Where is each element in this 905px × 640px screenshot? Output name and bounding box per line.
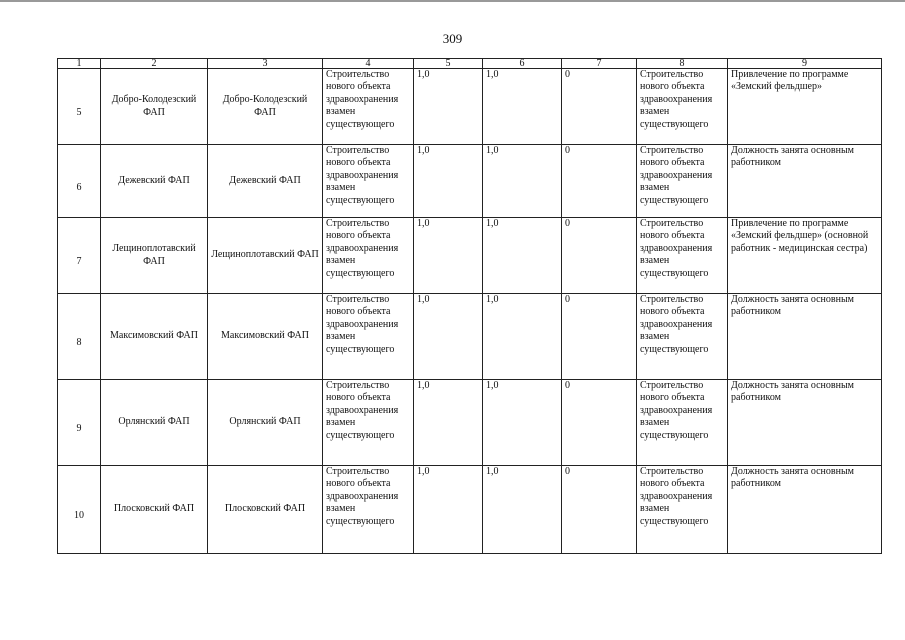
action: Строительство нового объекта здравоохран… bbox=[322, 379, 414, 466]
facility-name: Орлянский ФАП bbox=[100, 379, 208, 466]
row-number: 9 bbox=[57, 379, 101, 466]
col5-value: 1,0 bbox=[413, 217, 483, 294]
object-name: Дежевский ФАП bbox=[207, 144, 323, 218]
col9-note: Должность занята основным работником bbox=[727, 465, 882, 554]
object-name: Добро-Колодезский ФАП bbox=[207, 68, 323, 145]
table-row: 8 Максимовский ФАП Максимовский ФАП Строите… bbox=[57, 293, 882, 380]
object-name: Орлянский ФАП bbox=[207, 379, 323, 466]
row-number: 5 bbox=[57, 68, 101, 145]
col8-action: Строительство нового объекта здравоохран… bbox=[636, 217, 728, 294]
action: Строительство нового объекта здравоохран… bbox=[322, 465, 414, 554]
column-header: 7 bbox=[561, 58, 637, 69]
object-name: Лещиноплотавский ФАП bbox=[207, 217, 323, 294]
col7-value: 0 bbox=[561, 144, 637, 218]
col5-value: 1,0 bbox=[413, 465, 483, 554]
row-number: 10 bbox=[57, 465, 101, 554]
facilities-table: 1 2 3 4 5 6 7 8 9 5 Добро-Колодезский ФАП… bbox=[57, 58, 882, 554]
col6-value: 1,0 bbox=[482, 217, 562, 294]
col9-note: Должность занята основным работником bbox=[727, 379, 882, 466]
col8-action: Строительство нового объекта здравоохран… bbox=[636, 379, 728, 466]
column-header: 2 bbox=[100, 58, 208, 69]
table-row: 10 Плосковский ФАП Плосковский ФАП Строител… bbox=[57, 465, 882, 554]
facility-name: Максимовский ФАП bbox=[100, 293, 208, 380]
column-header: 6 bbox=[482, 58, 562, 69]
col7-value: 0 bbox=[561, 293, 637, 380]
facility-name: Добро-Колодезский ФАП bbox=[100, 68, 208, 145]
table-row: 9 Орлянский ФАП Орлянский ФАП Строительство… bbox=[57, 379, 882, 466]
col6-value: 1,0 bbox=[482, 68, 562, 145]
facility-name: Плосковский ФАП bbox=[100, 465, 208, 554]
col5-value: 1,0 bbox=[413, 379, 483, 466]
col7-value: 0 bbox=[561, 465, 637, 554]
action: Строительство нового объекта здравоохран… bbox=[322, 293, 414, 380]
object-name: Максимовский ФАП bbox=[207, 293, 323, 380]
facility-name: Дежевский ФАП bbox=[100, 144, 208, 218]
col6-value: 1,0 bbox=[482, 293, 562, 380]
column-header: 9 bbox=[727, 58, 882, 69]
action: Строительство нового объекта здравоохран… bbox=[322, 217, 414, 294]
column-header: 4 bbox=[322, 58, 414, 69]
col7-value: 0 bbox=[561, 217, 637, 294]
col8-action: Строительство нового объекта здравоохран… bbox=[636, 465, 728, 554]
scan-edge bbox=[0, 0, 905, 2]
col8-action: Строительство нового объекта здравоохран… bbox=[636, 144, 728, 218]
row-number: 6 bbox=[57, 144, 101, 218]
column-header: 5 bbox=[413, 58, 483, 69]
action: Строительство нового объекта здравоохран… bbox=[322, 144, 414, 218]
table-row: 6 Дежевский ФАП Дежевский ФАП Строительство… bbox=[57, 144, 882, 218]
col9-note: Должность занята основным работником bbox=[727, 293, 882, 380]
row-number: 8 bbox=[57, 293, 101, 380]
col7-value: 0 bbox=[561, 68, 637, 145]
col8-action: Строительство нового объекта здравоохран… bbox=[636, 68, 728, 145]
col7-value: 0 bbox=[561, 379, 637, 466]
row-number: 7 bbox=[57, 217, 101, 294]
col9-note: Привлечение по программе «Земский фельдш… bbox=[727, 68, 882, 145]
col8-action: Строительство нового объекта здравоохран… bbox=[636, 293, 728, 380]
table-row: 5 Добро-Колодезский ФАП Добро-Колодезский … bbox=[57, 68, 882, 145]
page-number: 309 bbox=[442, 31, 463, 46]
facility-name: Лещиноплотавский ФАП bbox=[100, 217, 208, 294]
header-row: 1 2 3 4 5 6 7 8 9 bbox=[57, 58, 882, 69]
col5-value: 1,0 bbox=[413, 68, 483, 145]
object-name: Плосковский ФАП bbox=[207, 465, 323, 554]
col6-value: 1,0 bbox=[482, 465, 562, 554]
col9-note: Привлечение по программе «Земский фельдш… bbox=[727, 217, 882, 294]
col9-note: Должность занята основным работником bbox=[727, 144, 882, 218]
column-header: 3 bbox=[207, 58, 323, 69]
column-header: 8 bbox=[636, 58, 728, 69]
col5-value: 1,0 bbox=[413, 144, 483, 218]
col6-value: 1,0 bbox=[482, 144, 562, 218]
col6-value: 1,0 bbox=[482, 379, 562, 466]
action: Строительство нового объекта здравоохран… bbox=[322, 68, 414, 145]
column-header: 1 bbox=[57, 58, 101, 69]
col5-value: 1,0 bbox=[413, 293, 483, 380]
table-row: 7 Лещиноплотавский ФАП Лещиноплотавский ФА… bbox=[57, 217, 882, 294]
